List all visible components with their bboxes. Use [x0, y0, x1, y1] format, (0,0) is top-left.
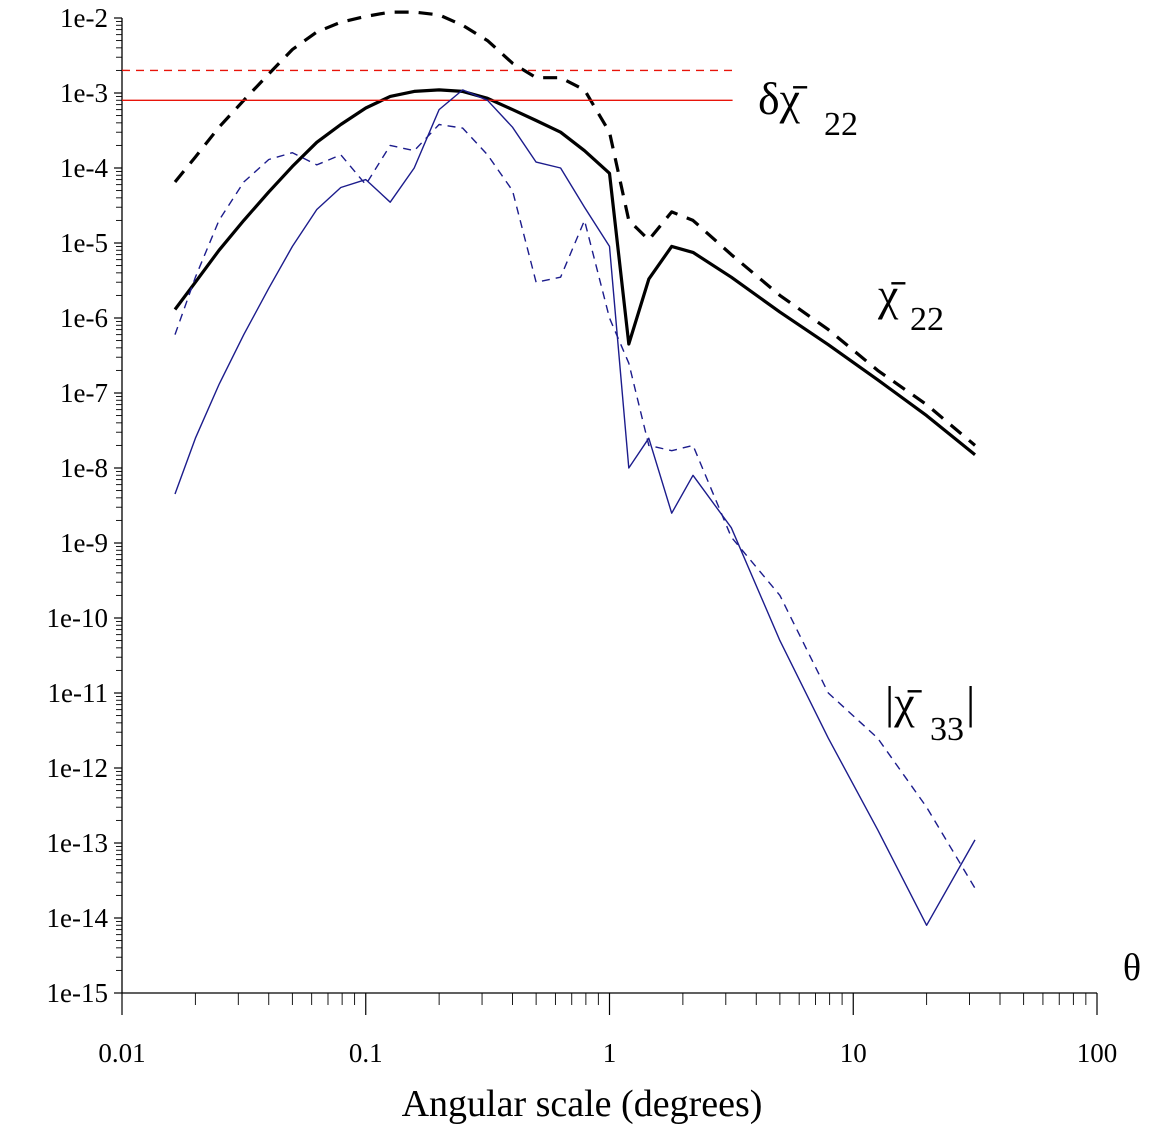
annotation-delta-chi22: δχ̄ 22 — [758, 73, 858, 143]
annotation-chi22: χ̄ 22 — [877, 269, 944, 338]
y-tick-label: 1e-7 — [60, 378, 108, 408]
annotation-chi33: |χ̄ 33 | — [885, 677, 975, 748]
x-tick-label: 0.01 — [98, 1038, 145, 1068]
x-axis-symbol: θ — [1123, 947, 1141, 989]
series-chi22_dashed — [173, 10, 977, 447]
annotation-delta-chi22-sub: 22 — [824, 106, 858, 143]
annotation-chi33-main: |χ̄ — [885, 677, 923, 728]
annotation-chi22-main: χ̄ — [877, 269, 906, 320]
y-tick-label: 1e-14 — [47, 903, 109, 933]
y-tick-label: 1e-2 — [60, 3, 108, 33]
annotation-delta-chi22-main: δχ̄ — [758, 73, 808, 124]
y-tick-label: 1e-4 — [60, 153, 108, 183]
y-tick-label: 1e-11 — [48, 678, 108, 708]
series-layer — [122, 10, 977, 926]
x-tick-label: 0.1 — [349, 1038, 383, 1068]
series-chi22_solid — [173, 88, 977, 457]
x-axis-title: Angular scale (degrees) — [402, 1083, 763, 1125]
y-tick-label: 1e-13 — [47, 828, 108, 858]
series-chi33_solid — [174, 89, 976, 926]
annotation-chi33-sub: 33 — [930, 711, 964, 748]
y-tick-label: 1e-12 — [47, 753, 108, 783]
y-tick-label: 1e-3 — [60, 78, 108, 108]
x-tick-label: 100 — [1077, 1038, 1118, 1068]
annotation-chi22-sub: 22 — [910, 301, 944, 338]
y-tick-label: 1e-8 — [60, 453, 108, 483]
y-tick-label: 1e-9 — [60, 528, 108, 558]
y-tick-label: 1e-10 — [47, 603, 108, 633]
annotation-chi33-suffix: | — [966, 677, 975, 728]
x-tick-label: 10 — [840, 1038, 867, 1068]
series-chi33_dashed — [174, 123, 976, 889]
y-tick-label: 1e-5 — [60, 228, 108, 258]
x-tick-label: 1 — [603, 1038, 617, 1068]
axes: 1e-2 1e-3 1e-4 1e-5 1e-6 1e-7 1e-8 1e-9 1e-10 1e-… — [47, 3, 1118, 1068]
y-tick-label: 1e-6 — [60, 303, 108, 333]
y-tick-label: 1e-15 — [47, 978, 108, 1008]
